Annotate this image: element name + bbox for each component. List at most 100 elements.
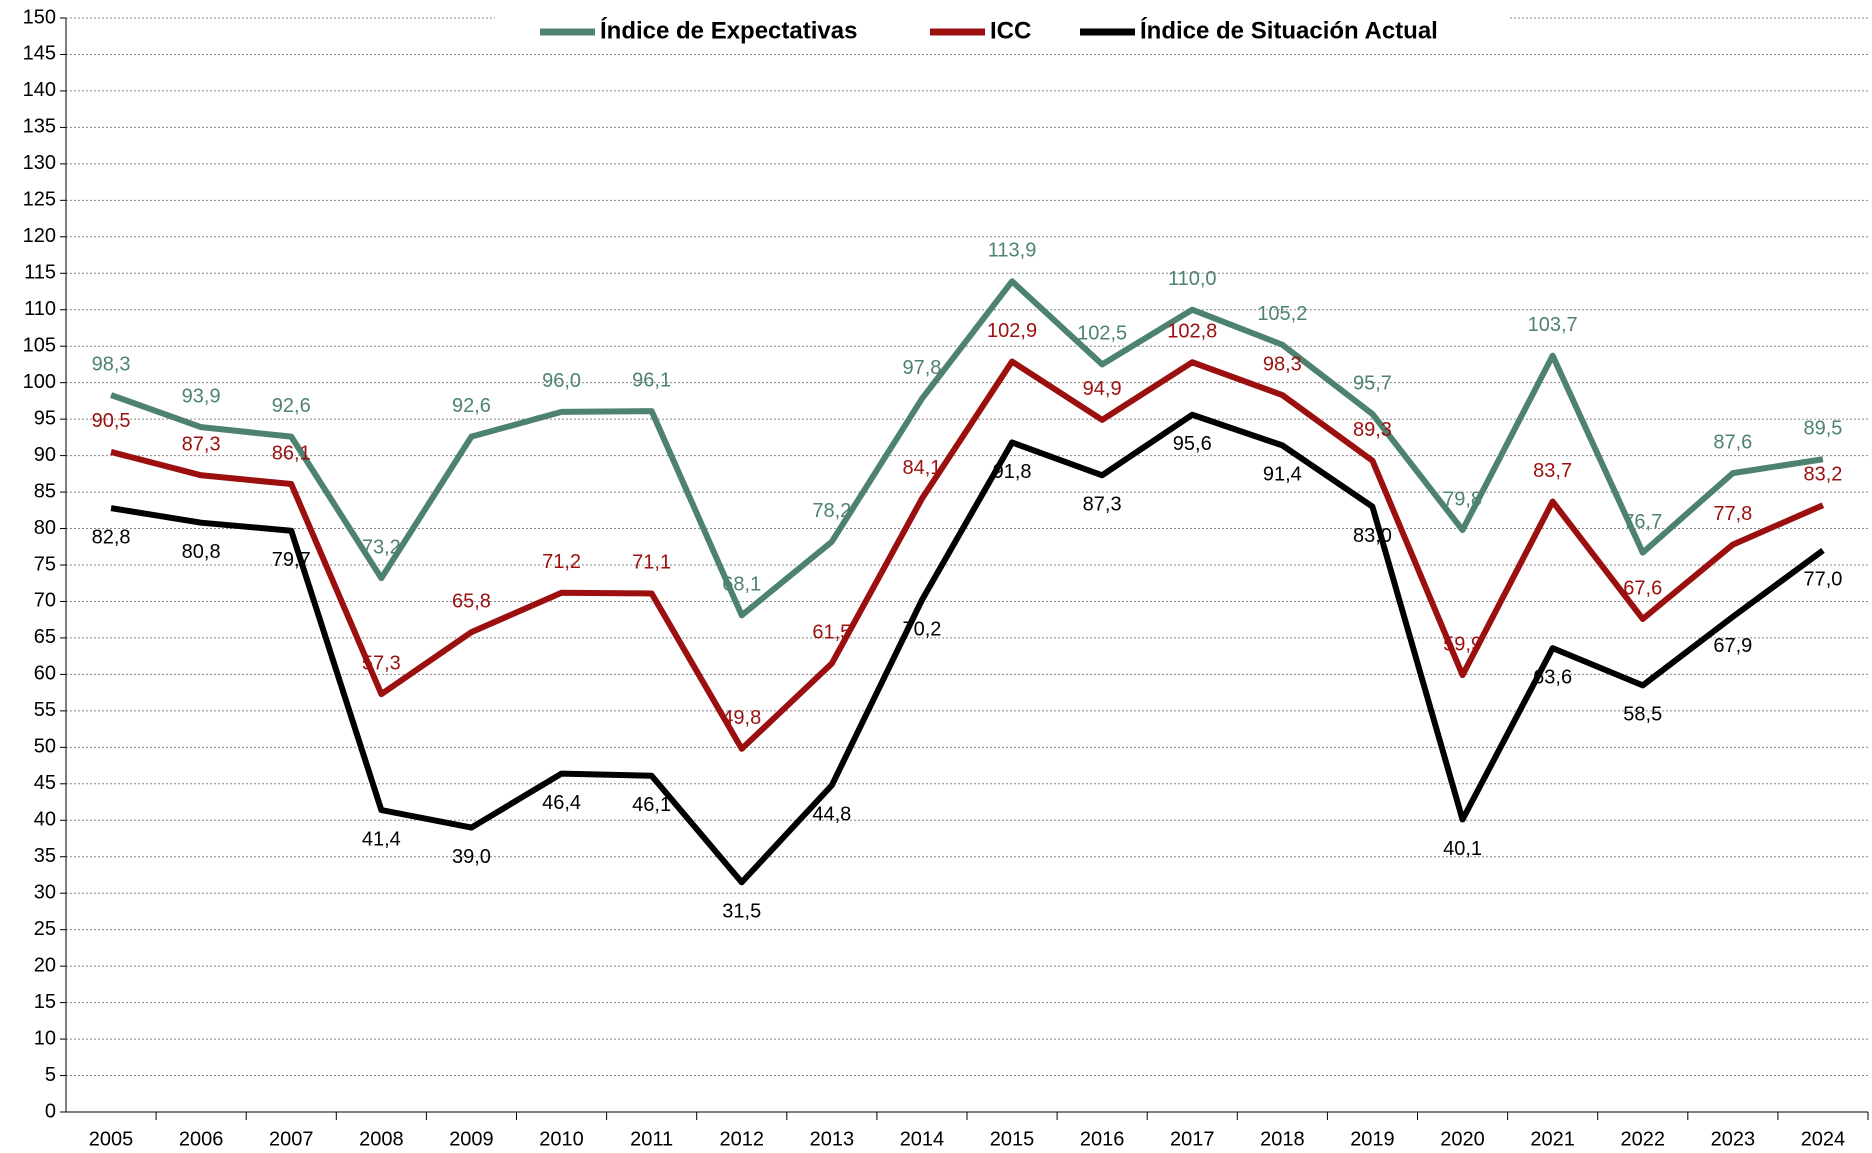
- data-label: 79,8: [1443, 488, 1482, 510]
- data-label: 98,3: [92, 353, 131, 375]
- data-label: 41,4: [362, 828, 401, 850]
- data-label: 96,1: [632, 369, 671, 391]
- x-tick-label: 2008: [359, 1128, 404, 1150]
- data-label: 57,3: [362, 652, 401, 674]
- x-tick-label: 2021: [1530, 1128, 1575, 1150]
- data-label: 68,1: [722, 574, 761, 596]
- data-label: 102,5: [1077, 323, 1127, 345]
- data-label: 97,8: [902, 357, 941, 379]
- data-label: 70,2: [902, 618, 941, 640]
- data-label: 103,7: [1528, 314, 1578, 336]
- data-label: 67,6: [1623, 577, 1662, 599]
- y-tick-label: 145: [23, 43, 56, 65]
- data-label: 87,6: [1713, 431, 1752, 453]
- data-label: 46,1: [632, 794, 671, 816]
- y-tick-label: 10: [34, 1027, 56, 1049]
- data-label: 94,9: [1083, 378, 1122, 400]
- y-tick-label: 95: [34, 407, 56, 429]
- data-label: 91,4: [1263, 464, 1302, 486]
- data-label: 63,6: [1533, 666, 1572, 688]
- y-tick-label: 25: [34, 918, 56, 940]
- data-label: 102,9: [987, 320, 1037, 342]
- y-tick-label: 55: [34, 699, 56, 721]
- y-tick-label: 35: [34, 845, 56, 867]
- data-label: 58,5: [1623, 704, 1662, 726]
- x-tick-label: 2013: [810, 1128, 855, 1150]
- x-tick-label: 2005: [89, 1128, 134, 1150]
- y-tick-label: 110: [24, 298, 56, 320]
- y-tick-label: 75: [34, 553, 56, 575]
- data-label: 40,1: [1443, 838, 1482, 860]
- data-label: 46,4: [542, 792, 581, 814]
- x-tick-label: 2007: [269, 1128, 314, 1150]
- series-line: [110, 411, 1825, 886]
- x-tick-label: 2015: [990, 1128, 1035, 1150]
- y-tick-label: 45: [34, 772, 56, 794]
- data-label: 84,1: [902, 457, 941, 479]
- y-tick-label: 120: [23, 225, 56, 247]
- data-label: 77,8: [1713, 503, 1752, 525]
- y-tick-label: 135: [23, 116, 56, 138]
- legend-box: [495, 8, 1510, 54]
- data-label: 83,2: [1803, 463, 1842, 485]
- x-tick-label: 2020: [1440, 1128, 1485, 1150]
- data-label: 71,2: [542, 551, 581, 573]
- x-tick-label: 2016: [1080, 1128, 1125, 1150]
- x-tick-label: 2019: [1350, 1128, 1395, 1150]
- y-tick-label: 150: [23, 6, 56, 28]
- data-label: 82,8: [92, 526, 131, 548]
- x-tick-label: 2018: [1260, 1128, 1305, 1150]
- data-label: 98,3: [1263, 353, 1302, 375]
- data-label: 89,5: [1803, 418, 1842, 440]
- x-tick-label: 2009: [449, 1128, 494, 1150]
- series-line: [110, 278, 1824, 619]
- x-tick-label: 2010: [539, 1128, 584, 1150]
- data-label: 83,0: [1353, 525, 1392, 547]
- x-tick-label: 2017: [1170, 1128, 1215, 1150]
- x-tick-label: 2024: [1801, 1128, 1846, 1150]
- data-label: 95,7: [1353, 372, 1392, 394]
- data-label: 78,2: [812, 500, 851, 522]
- y-tick-label: 140: [23, 79, 56, 101]
- data-label: 96,0: [542, 370, 581, 392]
- y-tick-label: 130: [23, 152, 56, 174]
- data-label: 71,1: [632, 552, 671, 574]
- y-tick-label: 20: [34, 954, 56, 976]
- data-label: 67,9: [1713, 635, 1752, 657]
- data-label: 92,6: [452, 395, 491, 417]
- y-tick-label: 15: [34, 991, 56, 1013]
- legend-label: Índice de Situación Actual: [1140, 16, 1438, 44]
- data-label: 89,3: [1353, 419, 1392, 441]
- y-tick-label: 0: [45, 1100, 56, 1122]
- y-tick-label: 125: [23, 189, 56, 211]
- series-line: [110, 358, 1825, 752]
- x-tick-label: 2022: [1621, 1128, 1666, 1150]
- data-label: 61,5: [812, 622, 851, 644]
- legend-label: ICC: [990, 17, 1031, 44]
- legend-label: Índice de Expectativas: [600, 16, 857, 44]
- data-label: 77,0: [1803, 569, 1842, 591]
- data-label: 79,7: [272, 549, 311, 571]
- y-tick-label: 115: [24, 262, 56, 284]
- data-label: 87,3: [182, 434, 221, 456]
- y-tick-label: 70: [34, 590, 56, 612]
- y-tick-label: 105: [23, 334, 56, 356]
- y-tick-label: 50: [34, 736, 56, 758]
- data-label: 80,8: [182, 541, 221, 563]
- data-label: 91,8: [993, 461, 1032, 483]
- y-tick-label: 30: [34, 881, 56, 903]
- data-label: 90,5: [92, 410, 131, 432]
- y-tick-label: 65: [34, 626, 56, 648]
- data-label: 86,1: [272, 442, 311, 464]
- data-label: 83,7: [1533, 460, 1572, 482]
- x-tick-label: 2011: [630, 1128, 673, 1150]
- y-tick-label: 60: [34, 663, 56, 685]
- data-label: 39,0: [452, 846, 491, 868]
- data-label: 73,2: [362, 536, 401, 558]
- data-label: 59,9: [1443, 633, 1482, 655]
- x-tick-label: 2012: [720, 1128, 765, 1150]
- x-tick-label: 2006: [179, 1128, 224, 1150]
- data-label: 76,7: [1623, 511, 1662, 533]
- y-tick-label: 80: [34, 517, 56, 539]
